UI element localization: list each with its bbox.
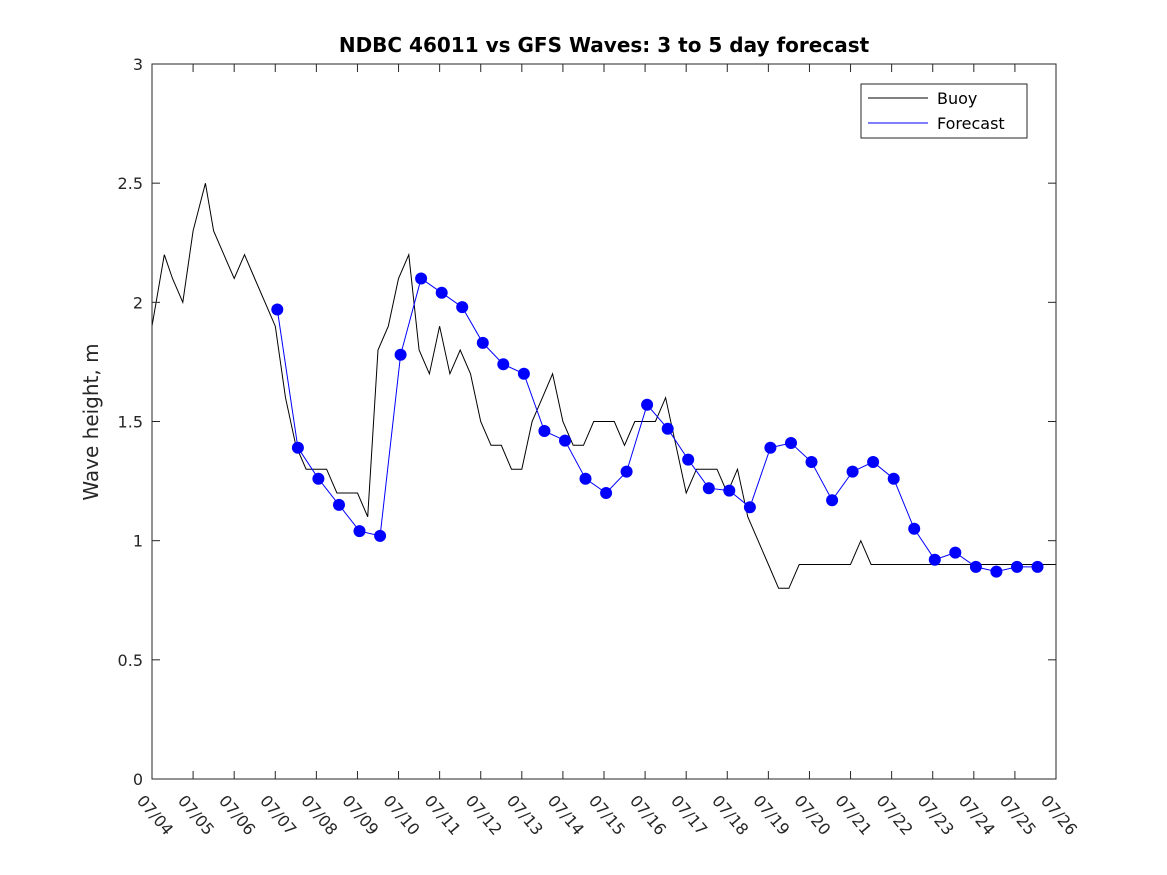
forecast-point: [805, 456, 818, 468]
x-tick-label: 07/10: [379, 791, 423, 839]
x-tick-label: 07/07: [256, 791, 300, 839]
plot-area: [151, 183, 1056, 589]
forecast-point: [517, 367, 530, 380]
legend: Buoy Forecast: [860, 83, 1028, 139]
forecast-point: [456, 301, 469, 314]
x-axis: 07/0407/0507/0607/0707/0807/0907/1007/11…: [133, 64, 1081, 839]
forecast-point: [990, 565, 1003, 578]
forecast-point: [661, 422, 674, 435]
y-axis: 0 0.5 1 1.5 2 2.5 3: [118, 55, 1056, 789]
y-tick-label: 1: [133, 532, 143, 551]
x-tick-label: 07/09: [338, 791, 382, 839]
forecast-point: [887, 472, 900, 485]
x-tick-label: 07/05: [174, 791, 218, 839]
x-tick-label: 07/04: [133, 791, 177, 839]
forecast-point: [928, 553, 941, 566]
forecast-point: [312, 472, 325, 485]
forecast-point: [785, 437, 797, 449]
x-tick-label: 07/15: [585, 791, 629, 839]
x-tick-label: 07/18: [708, 791, 752, 839]
x-tick-label: 07/16: [626, 791, 670, 839]
forecast-point: [394, 348, 407, 361]
forecast-point: [374, 529, 387, 542]
series-line-forecast: [276, 277, 1038, 573]
series-line-buoy: [151, 183, 1056, 589]
x-tick-label: 07/06: [215, 791, 259, 839]
y-axis-label: Wave height, m: [79, 343, 103, 500]
forecast-point: [682, 453, 695, 466]
x-tick-label: 07/14: [544, 791, 588, 839]
x-tick-label: 07/13: [503, 791, 547, 839]
x-tick-label: 07/11: [421, 791, 465, 839]
x-tick-label: 07/22: [873, 791, 917, 839]
x-tick-label: 07/26: [1037, 791, 1081, 839]
y-tick-label: 2: [133, 293, 143, 312]
forecast-point: [271, 303, 284, 316]
forecast-point: [1011, 560, 1023, 573]
forecast-point: [620, 465, 633, 478]
forecast-point: [826, 494, 839, 507]
x-tick-label: 07/24: [955, 791, 999, 839]
forecast-point: [559, 434, 571, 447]
x-tick-label: 07/19: [749, 791, 793, 839]
forecast-point: [969, 560, 982, 573]
forecast-point: [579, 472, 592, 485]
forecast-point: [908, 522, 921, 535]
forecast-point: [476, 336, 489, 349]
y-tick-label: 2.5: [118, 174, 143, 193]
forecast-point: [641, 398, 654, 411]
x-tick-label: 07/08: [297, 791, 341, 839]
legend-buoy-label: Buoy: [937, 89, 977, 108]
x-tick-label: 07/25: [996, 791, 1040, 839]
forecast-point: [1031, 560, 1044, 573]
forecast-point: [291, 441, 304, 454]
forecast-point: [497, 358, 510, 371]
y-tick-label: 1.5: [118, 413, 143, 432]
x-tick-label: 07/21: [831, 791, 875, 839]
forecast-point: [600, 487, 613, 499]
legend-forecast-label: Forecast: [937, 114, 1005, 133]
legend-box: [860, 83, 1028, 139]
forecast-point: [764, 441, 777, 454]
x-tick-label: 07/23: [914, 791, 958, 839]
forecast-point: [867, 456, 880, 468]
x-tick-label: 07/20: [790, 791, 834, 839]
forecast-point: [702, 482, 715, 495]
forecast-point: [333, 498, 345, 511]
chart-title: NDBC 46011 vs GFS Waves: 3 to 5 day fore…: [339, 33, 870, 57]
forecast-point: [435, 286, 448, 299]
forecast-point: [949, 546, 962, 559]
forecast-point: [353, 525, 366, 538]
x-tick-label: 07/17: [667, 791, 711, 839]
y-tick-label: 0: [133, 770, 143, 789]
y-tick-label: 0.5: [118, 651, 143, 670]
x-tick-label: 07/12: [462, 791, 506, 839]
forecast-point: [415, 272, 428, 285]
forecast-point: [743, 501, 756, 514]
forecast-point: [538, 425, 551, 437]
y-tick-label: 3: [133, 55, 143, 74]
forecast-point: [846, 465, 859, 478]
forecast-point: [723, 484, 736, 497]
